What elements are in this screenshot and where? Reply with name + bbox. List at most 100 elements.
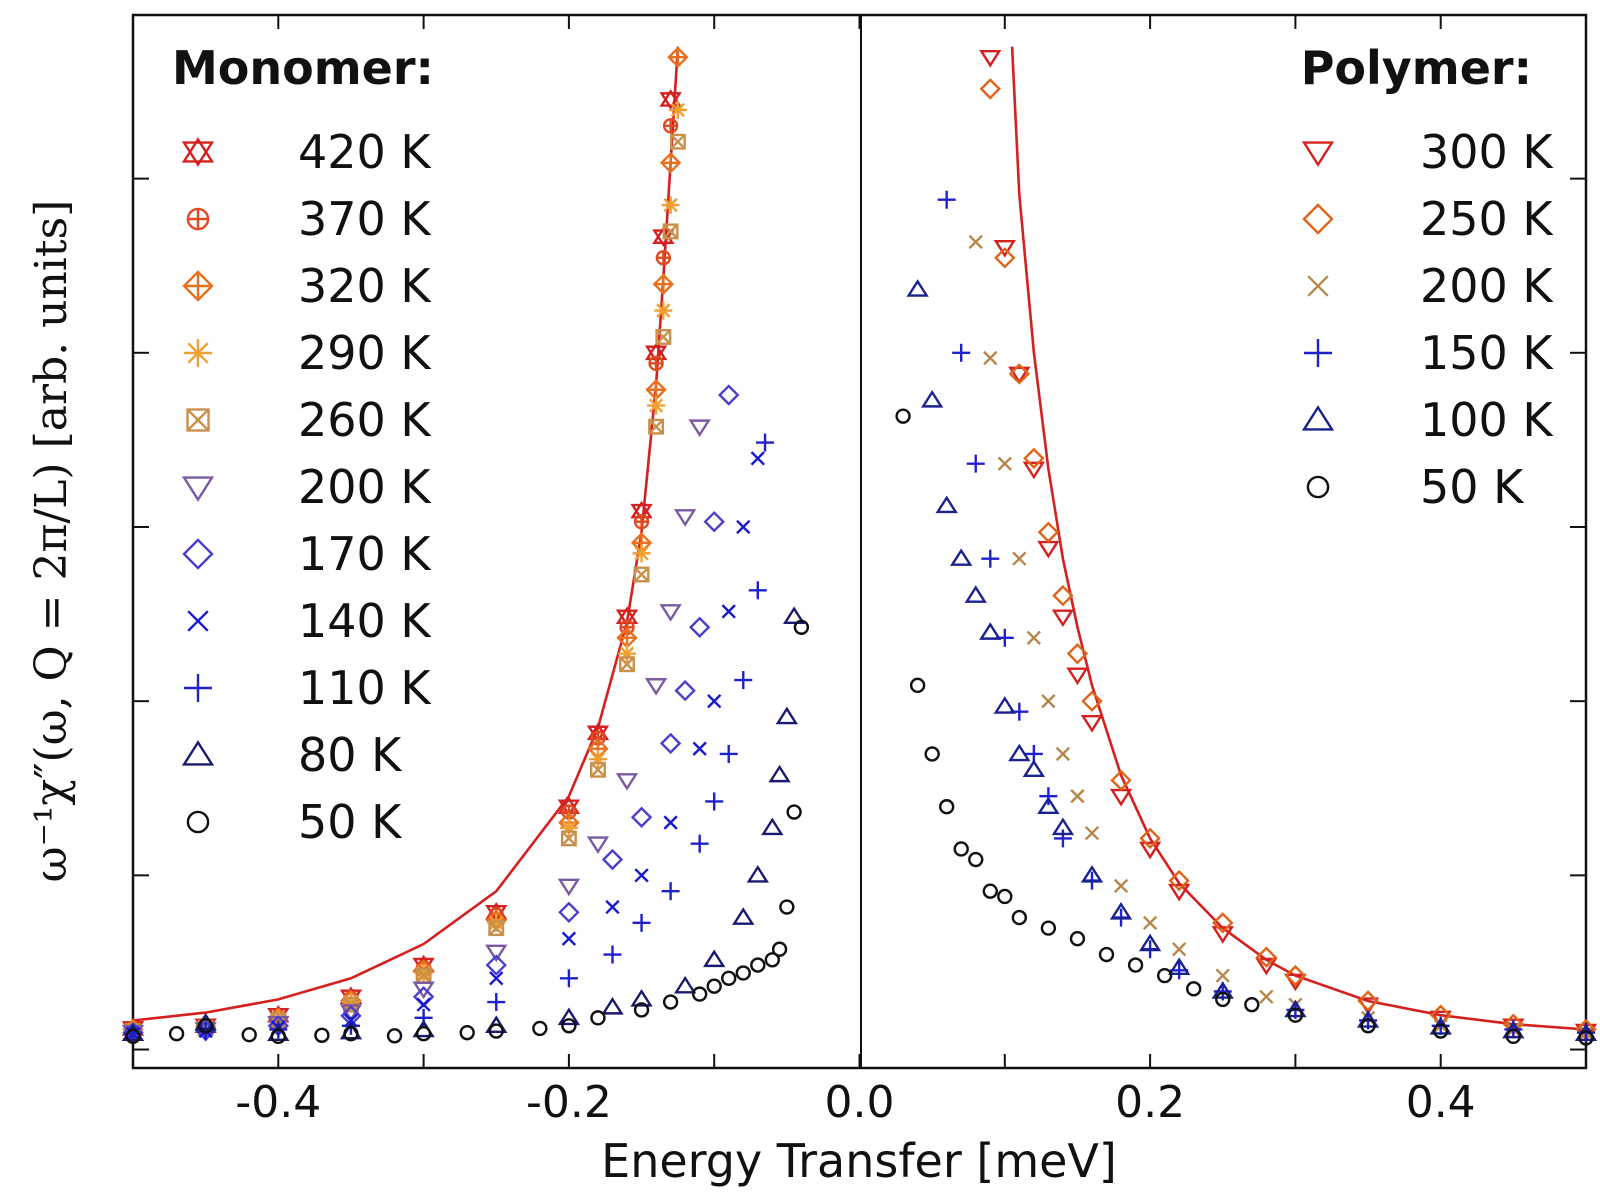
legend-title-polymer: Polymer:: [1301, 41, 1532, 95]
data-point: [1255, 957, 1278, 976]
legend-label: 290 K: [298, 326, 432, 380]
data-point: [1022, 461, 1046, 480]
data-point: [1284, 973, 1307, 992]
data-point: [662, 223, 679, 240]
data-point: [721, 604, 736, 619]
data-point: [586, 836, 610, 855]
data-point: [633, 566, 650, 583]
data-point: [1284, 964, 1307, 987]
data-point: [939, 799, 955, 815]
data-point: [270, 1028, 286, 1045]
data-point: [1138, 933, 1162, 952]
data-point: [561, 931, 577, 946]
data-point: [895, 408, 911, 424]
data-point: [746, 865, 769, 883]
data-point: [386, 1028, 403, 1044]
data-point: [557, 1007, 581, 1026]
data-point: [590, 761, 606, 778]
data-point: [793, 619, 810, 635]
data-point: [761, 817, 784, 836]
data-point: [1168, 869, 1190, 892]
data-point: [485, 944, 508, 963]
legend-label: 320 K: [298, 259, 432, 313]
legend-label: 260 K: [298, 393, 432, 447]
x-tick-label: -0.4: [235, 1077, 321, 1128]
data-point: [634, 868, 649, 883]
data-point: [619, 656, 635, 673]
series-80k: [121, 606, 806, 1041]
legend-label: 200 K: [1420, 259, 1554, 313]
x-tick-label: 0.4: [1406, 1077, 1476, 1128]
data-point: [416, 997, 431, 1012]
data-point: [343, 1026, 359, 1042]
data-point: [601, 996, 624, 1015]
data-point: [633, 514, 650, 530]
data-point: [691, 986, 708, 1002]
data-point: [663, 815, 678, 830]
data-point: [557, 878, 581, 897]
data-point: [488, 1023, 504, 1039]
data-point: [705, 792, 724, 811]
data-point: [768, 764, 791, 783]
data-point: [532, 1020, 548, 1037]
series-150k: [937, 190, 1595, 1042]
data-point: [1055, 746, 1071, 762]
data-point: [1167, 883, 1191, 902]
x-tick-labels: -0.4 -0.2 0.0 0.2 0.4: [235, 1077, 1475, 1128]
data-point: [750, 957, 766, 973]
legend-marker: [186, 207, 210, 231]
legend-marker: [184, 339, 212, 367]
data-point: [1244, 996, 1260, 1013]
data-point: [632, 544, 651, 563]
data-point: [1080, 715, 1104, 733]
data-point: [1052, 584, 1074, 607]
data-point: [1066, 642, 1089, 665]
data-point: [662, 994, 679, 1010]
data-point: [993, 239, 1016, 258]
data-point: [654, 301, 673, 320]
data-point: [1138, 841, 1162, 860]
data-point: [241, 1027, 257, 1043]
data-point: [937, 190, 956, 209]
data-point: [648, 418, 665, 435]
legend-label: 50 K: [298, 795, 403, 849]
data-point: [659, 732, 682, 755]
data-point: [1356, 1010, 1380, 1028]
legend-marker: [186, 810, 210, 834]
data-point: [630, 806, 653, 828]
data-point: [415, 967, 432, 984]
data-point: [721, 970, 737, 986]
legend-label: 420 K: [298, 125, 432, 179]
data-point: [1215, 991, 1231, 1008]
data-point: [1037, 540, 1060, 559]
legend-label: 150 K: [1420, 326, 1554, 380]
data-point: [690, 834, 709, 853]
legend-marker: [181, 740, 215, 766]
data-point: [735, 965, 751, 981]
data-point: [601, 848, 624, 871]
data-point: [485, 954, 507, 976]
data-point: [1023, 447, 1045, 470]
fit-curve: [132, 46, 680, 1022]
data-point: [487, 993, 506, 1012]
data-point: [1051, 609, 1075, 628]
data-point: [655, 250, 672, 266]
data-point: [667, 46, 689, 68]
legend-marker: [186, 408, 210, 432]
legend-marker: [182, 270, 214, 302]
fit-curves-layer: [132, 46, 1587, 1031]
data-point: [560, 830, 577, 847]
data-point: [1080, 865, 1104, 883]
data-point: [1287, 1007, 1304, 1023]
data-point: [645, 379, 667, 401]
data-point: [997, 888, 1013, 905]
data-point: [906, 279, 929, 297]
data-point: [673, 509, 697, 527]
data-point: [1008, 366, 1031, 385]
data-point: [168, 1026, 185, 1042]
data-point: [605, 899, 620, 915]
data-point: [633, 1002, 650, 1018]
data-point: [703, 511, 725, 533]
series-170k: [122, 384, 740, 1044]
